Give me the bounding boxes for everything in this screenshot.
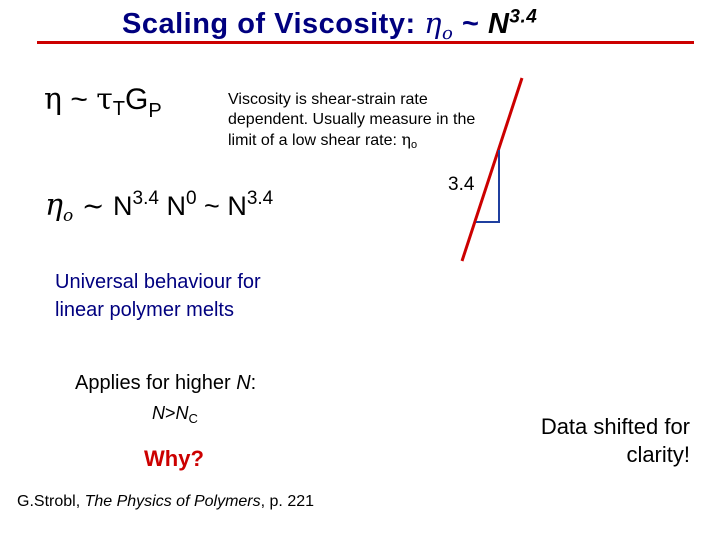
citation-page: , p. 221 xyxy=(260,493,315,510)
citation-author: G.Strobl, xyxy=(17,493,85,510)
eq1-eta: η xyxy=(44,82,62,117)
slope-triangle xyxy=(476,150,500,223)
eq2-n2: N xyxy=(158,191,186,221)
equation-scaling: ηo ~ N3.4 N0 ~ N3.4 xyxy=(45,188,273,226)
eq2-eta: η xyxy=(45,188,63,223)
title-prefix: Scaling of Viscosity: xyxy=(122,8,425,40)
title-underline xyxy=(37,41,694,44)
eq1-g-sub: P xyxy=(148,100,162,122)
citation: G.Strobl, The Physics of Polymers, p. 22… xyxy=(17,492,347,512)
eq2-exponent-3: 3.4 xyxy=(246,188,274,209)
viscosity-description: Viscosity is shear-strain rate dependent… xyxy=(228,90,498,155)
title-n: N xyxy=(487,8,510,40)
eq2-exponent-2: 0 xyxy=(185,188,197,209)
slide-title: Scaling of Viscosity: ηo ~ N3.4 xyxy=(122,6,537,44)
eq2-tilde-1: ~ xyxy=(73,191,114,222)
desc-eta: η xyxy=(401,130,411,149)
eq1-tau-sub: T xyxy=(112,98,126,120)
eq2-exponent-1: 3.4 xyxy=(132,188,159,209)
title-eta: η xyxy=(424,6,443,40)
applies-suffix: : xyxy=(250,372,257,394)
condition-sub: C xyxy=(188,411,198,426)
eq2-eta-sub: o xyxy=(62,206,74,226)
citation-book: The Physics of Polymers xyxy=(84,493,261,510)
condition-n-greater-nc: N>NC xyxy=(152,403,198,426)
condition-gt: > xyxy=(165,403,176,423)
title-eta-sub: o xyxy=(442,23,454,44)
universal-behaviour-note: Universal behaviour for linear polymer m… xyxy=(55,271,261,321)
applies-prefix: Applies for higher xyxy=(75,372,237,394)
desc-text: Viscosity is shear-strain rate dependent… xyxy=(228,91,476,149)
applies-note: Applies for higher N: xyxy=(75,372,256,395)
eq1-tau: τ xyxy=(96,82,113,117)
eq1-g: G xyxy=(125,83,149,116)
equation-viscosity-modulus: η ~ τTGP xyxy=(44,82,162,123)
slope-line xyxy=(460,77,524,262)
condition-n: N xyxy=(152,403,165,423)
eq2-n1: N xyxy=(113,191,133,221)
slope-label: 3.4 xyxy=(448,174,475,195)
title-tilde: ~ xyxy=(453,8,488,40)
condition-n2: N xyxy=(175,403,189,423)
data-shifted-note: Data shifted for clarity! xyxy=(540,414,690,467)
eq1-tilde: ~ xyxy=(61,83,97,116)
title-exponent: 3.4 xyxy=(509,6,538,28)
desc-eta-sub: o xyxy=(411,139,418,151)
why-question: Why? xyxy=(144,446,204,471)
eq2-tilde-2: ~ xyxy=(196,191,228,221)
applies-n: N xyxy=(236,372,251,394)
eq2-n3: N xyxy=(227,191,247,221)
